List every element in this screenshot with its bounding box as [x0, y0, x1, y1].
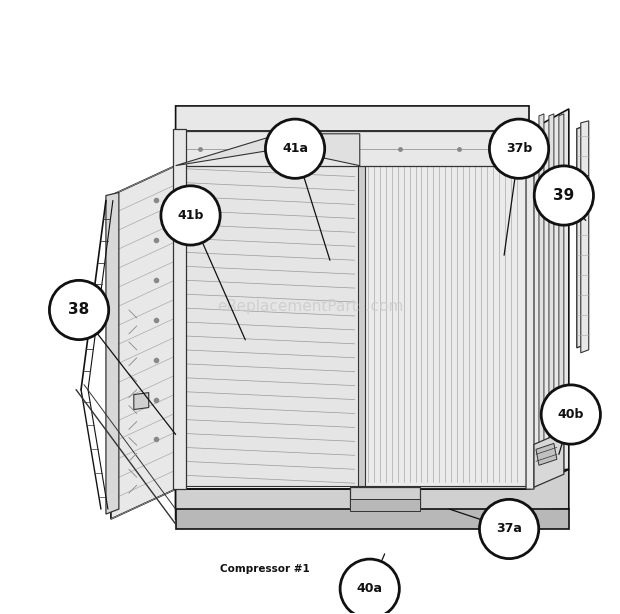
- Text: 37b: 37b: [506, 142, 532, 155]
- Circle shape: [479, 499, 539, 559]
- Polygon shape: [106, 193, 119, 514]
- Polygon shape: [175, 469, 569, 519]
- Polygon shape: [529, 109, 569, 489]
- Circle shape: [50, 281, 108, 340]
- Circle shape: [265, 119, 325, 178]
- Polygon shape: [534, 432, 564, 487]
- Polygon shape: [172, 129, 185, 489]
- Polygon shape: [175, 469, 569, 509]
- Text: eReplacementParts.com: eReplacementParts.com: [217, 300, 403, 314]
- Polygon shape: [526, 129, 534, 489]
- Circle shape: [161, 186, 220, 245]
- Polygon shape: [577, 126, 585, 348]
- Polygon shape: [175, 106, 529, 146]
- Polygon shape: [350, 499, 420, 511]
- Text: 40a: 40a: [356, 582, 383, 595]
- Polygon shape: [134, 392, 149, 410]
- Polygon shape: [536, 443, 557, 465]
- Polygon shape: [175, 509, 569, 529]
- Text: 40b: 40b: [557, 408, 584, 421]
- Polygon shape: [175, 131, 529, 166]
- Text: 38: 38: [68, 303, 90, 317]
- Polygon shape: [361, 134, 527, 486]
- Polygon shape: [539, 114, 544, 473]
- Polygon shape: [559, 114, 564, 473]
- Text: 41a: 41a: [282, 142, 308, 155]
- Polygon shape: [350, 487, 420, 507]
- Text: 39: 39: [553, 188, 575, 203]
- Polygon shape: [549, 114, 554, 473]
- Polygon shape: [175, 131, 529, 489]
- Polygon shape: [175, 134, 360, 166]
- Polygon shape: [358, 134, 365, 486]
- Polygon shape: [581, 121, 589, 353]
- Circle shape: [340, 559, 399, 614]
- Text: 41b: 41b: [177, 209, 204, 222]
- Text: Compressor #1: Compressor #1: [220, 564, 310, 574]
- Polygon shape: [179, 134, 360, 486]
- Circle shape: [534, 166, 593, 225]
- Polygon shape: [111, 166, 175, 519]
- Circle shape: [489, 119, 549, 178]
- Text: 37a: 37a: [496, 523, 522, 535]
- Circle shape: [541, 385, 600, 444]
